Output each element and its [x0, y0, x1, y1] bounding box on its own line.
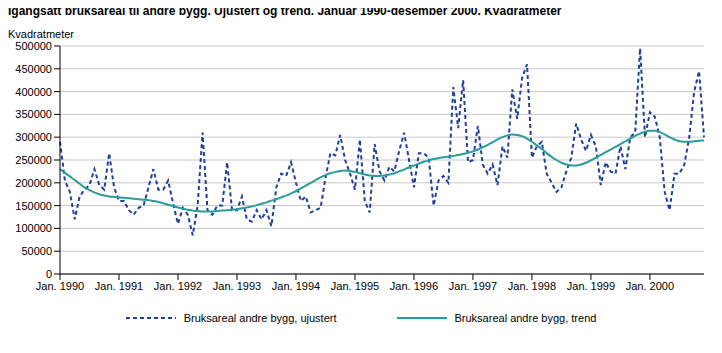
svg-text:Jan. 1991: Jan. 1991 [95, 280, 143, 292]
svg-text:Jan. 1990: Jan. 1990 [36, 280, 84, 292]
svg-text:0: 0 [46, 268, 52, 280]
svg-text:200000: 200000 [15, 177, 52, 189]
svg-text:400000: 400000 [15, 86, 52, 98]
svg-text:Jan. 1997: Jan. 1997 [449, 280, 497, 292]
svg-text:450000: 450000 [15, 63, 52, 75]
svg-text:Jan. 2000: Jan. 2000 [626, 280, 674, 292]
svg-text:100000: 100000 [15, 222, 52, 234]
svg-text:500000: 500000 [15, 40, 52, 52]
svg-text:150000: 150000 [15, 200, 52, 212]
html-text:Igangsatt bruksareal til andre: Igangsatt bruksareal til andre bygg. Uju… [8, 4, 562, 18]
html-text:Bruksareal andre bygg, ujuster: Bruksareal andre bygg, ujustert [183, 312, 337, 324]
svg-text:Jan. 1992: Jan. 1992 [154, 280, 202, 292]
svg-text:300000: 300000 [15, 131, 52, 143]
svg-text:Jan. 1994: Jan. 1994 [272, 280, 320, 292]
svg-text:50000: 50000 [21, 245, 52, 257]
svg-text:Jan. 1998: Jan. 1998 [508, 280, 556, 292]
svg-text:350000: 350000 [15, 108, 52, 120]
html-text:Kvadratmeter: Kvadratmeter [8, 28, 74, 40]
svg-text:Jan. 1996: Jan. 1996 [390, 280, 438, 292]
svg-text:Jan. 1993: Jan. 1993 [213, 280, 261, 292]
html-text:Bruksareal andre bygg, trend: Bruksareal andre bygg, trend [454, 312, 597, 324]
svg-text:250000: 250000 [15, 154, 52, 166]
svg-text:Jan. 1995: Jan. 1995 [331, 280, 379, 292]
svg-text:Jan. 1999: Jan. 1999 [567, 280, 615, 292]
